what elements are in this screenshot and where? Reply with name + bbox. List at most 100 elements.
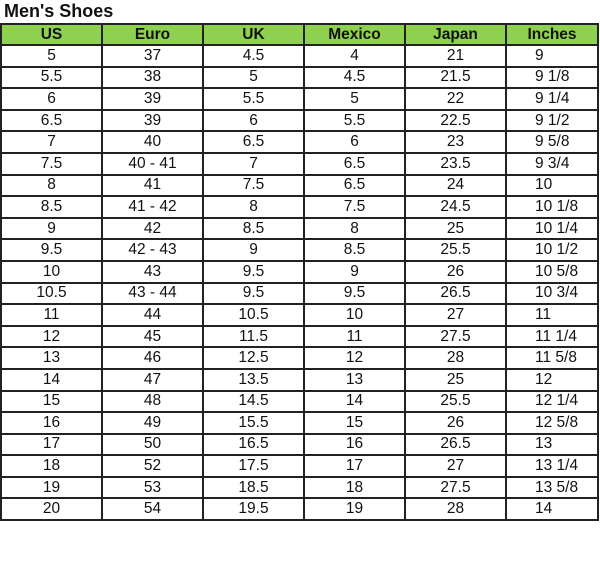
cell-mexico: 11: [303, 324, 406, 349]
cell-inches: 9 1/4: [505, 87, 599, 111]
cell-mexico: 7.5: [303, 195, 406, 219]
cell-japan: 21.5: [404, 65, 507, 90]
table-row: 11 44 10.5 10 27 11: [0, 303, 599, 327]
cell-uk: 13.5: [202, 367, 305, 392]
cell-uk: 9: [202, 238, 305, 262]
cell-us: 9.5: [0, 238, 103, 262]
cell-us: 9: [0, 216, 103, 241]
cell-japan: 28: [404, 497, 507, 522]
cell-uk: 5: [202, 65, 305, 90]
table-row: 15 48 14.5 14 25.5 12 1/4: [0, 389, 599, 414]
cell-inches: 9: [505, 44, 599, 68]
cell-euro: 41 - 42: [101, 195, 204, 219]
cell-japan: 25.5: [404, 389, 507, 414]
cell-japan: 23.5: [404, 151, 507, 176]
cell-inches: 9 1/8: [505, 65, 599, 90]
cell-inches: 13 5/8: [505, 475, 599, 500]
cell-euro: 52: [101, 454, 204, 478]
cell-inches: 10: [505, 173, 599, 198]
cell-japan: 23: [404, 130, 507, 154]
cell-inches: 10 3/4: [505, 281, 599, 306]
cell-mexico: 17: [303, 454, 406, 478]
cell-japan: 22.5: [404, 108, 507, 133]
cell-us: 10.5: [0, 281, 103, 306]
cell-mexico: 18: [303, 475, 406, 500]
cell-japan: 24.5: [404, 195, 507, 219]
cell-mexico: 8.5: [303, 238, 406, 262]
cell-uk: 7: [202, 151, 305, 176]
cell-us: 8: [0, 173, 103, 198]
cell-japan: 26.5: [404, 432, 507, 457]
cell-euro: 42 - 43: [101, 238, 204, 262]
cell-us: 6.5: [0, 108, 103, 133]
cell-mexico: 6.5: [303, 173, 406, 198]
table-row: 20 54 19.5 19 28 14: [0, 497, 599, 522]
table-row: 7.5 40 - 41 7 6.5 23.5 9 3/4: [0, 151, 599, 176]
cell-uk: 9.5: [202, 281, 305, 306]
cell-uk: 17.5: [202, 454, 305, 478]
cell-us: 19: [0, 475, 103, 500]
table-row: 14 47 13.5 13 25 12: [0, 367, 599, 392]
cell-euro: 50: [101, 432, 204, 457]
cell-inches: 14: [505, 497, 599, 522]
table-row: 10.5 43 - 44 9.5 9.5 26.5 10 3/4: [0, 281, 599, 306]
size-chart-table: US Euro UK Mexico Japan Inches 5 37 4.5 4 21 9 5.5 3…: [0, 23, 599, 522]
cell-inches: 10 1/2: [505, 238, 599, 262]
cell-japan: 26: [404, 259, 507, 284]
column-header-inches: Inches: [505, 23, 599, 46]
cell-us: 11: [0, 303, 103, 327]
cell-japan: 25: [404, 367, 507, 392]
cell-us: 7: [0, 130, 103, 154]
cell-uk: 12.5: [202, 346, 305, 370]
cell-uk: 10.5: [202, 303, 305, 327]
cell-uk: 9.5: [202, 259, 305, 284]
cell-uk: 6.5: [202, 130, 305, 154]
cell-us: 15: [0, 389, 103, 414]
cell-euro: 53: [101, 475, 204, 500]
cell-uk: 5.5: [202, 87, 305, 111]
table-row: 10 43 9.5 9 26 10 5/8: [0, 259, 599, 284]
column-header-euro: Euro: [101, 23, 204, 46]
table-row: 12 45 11.5 11 27.5 11 1/4: [0, 324, 599, 349]
cell-inches: 9 1/2: [505, 108, 599, 133]
cell-mexico: 13: [303, 367, 406, 392]
cell-inches: 10 5/8: [505, 259, 599, 284]
cell-us: 8.5: [0, 195, 103, 219]
cell-mexico: 9.5: [303, 281, 406, 306]
table-row: 13 46 12.5 12 28 11 5/8: [0, 346, 599, 370]
table-row: 9.5 42 - 43 9 8.5 25.5 10 1/2: [0, 238, 599, 262]
page-title: Men's Shoes: [4, 1, 114, 21]
cell-inches: 9 5/8: [505, 130, 599, 154]
cell-euro: 47: [101, 367, 204, 392]
cell-japan: 25.5: [404, 238, 507, 262]
cell-mexico: 6: [303, 130, 406, 154]
table-row: 6.5 39 6 5.5 22.5 9 1/2: [0, 108, 599, 133]
cell-japan: 27: [404, 303, 507, 327]
cell-inches: 11 1/4: [505, 324, 599, 349]
cell-euro: 40: [101, 130, 204, 154]
cell-uk: 18.5: [202, 475, 305, 500]
cell-uk: 11.5: [202, 324, 305, 349]
cell-mexico: 9: [303, 259, 406, 284]
cell-euro: 43: [101, 259, 204, 284]
cell-us: 5.5: [0, 65, 103, 90]
cell-mexico: 15: [303, 411, 406, 435]
cell-japan: 25: [404, 216, 507, 241]
cell-mexico: 4: [303, 44, 406, 68]
cell-us: 6: [0, 87, 103, 111]
cell-euro: 44: [101, 303, 204, 327]
cell-mexico: 5: [303, 87, 406, 111]
cell-mexico: 16: [303, 432, 406, 457]
cell-euro: 40 - 41: [101, 151, 204, 176]
table-row: 5 37 4.5 4 21 9: [0, 44, 599, 68]
table-row: 8 41 7.5 6.5 24 10: [0, 173, 599, 198]
cell-japan: 28: [404, 346, 507, 370]
cell-us: 16: [0, 411, 103, 435]
table-row: 17 50 16.5 16 26.5 13: [0, 432, 599, 457]
cell-uk: 4.5: [202, 44, 305, 68]
table-row: 7 40 6.5 6 23 9 5/8: [0, 130, 599, 154]
cell-uk: 8: [202, 195, 305, 219]
cell-uk: 8.5: [202, 216, 305, 241]
cell-mexico: 4.5: [303, 65, 406, 90]
cell-mexico: 12: [303, 346, 406, 370]
